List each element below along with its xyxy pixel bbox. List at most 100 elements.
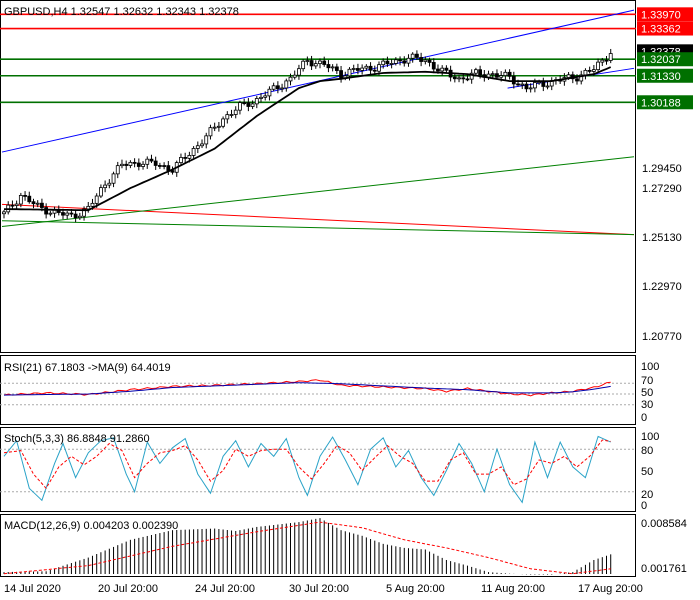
candle-body [99,187,103,197]
stoch-tick-label: 0 [641,500,647,512]
price-tick-label: 1.29450 [642,163,682,175]
candle-body [591,69,596,72]
price-label-box [637,95,693,110]
candle [372,65,377,74]
candle [305,56,310,66]
candle [170,166,175,175]
candle [145,156,150,169]
candle-body [566,74,571,78]
candle-body [271,85,276,90]
rsi-tick-label: 100 [641,361,659,373]
rsi-tick-label: 50 [641,387,653,399]
candle [579,70,584,85]
candle-body [368,65,373,71]
candle [364,64,369,71]
candle [141,161,145,170]
candle [524,80,529,93]
price-panel[interactable] [0,0,636,353]
x-tick-label: 20 Jul 20:00 [98,583,158,595]
candle-body [541,81,546,87]
rsi-panel[interactable] [0,355,636,425]
candle-body [10,204,15,207]
candle [326,60,331,73]
candle-body [170,170,175,173]
moving-average-line [4,66,612,212]
candle [48,210,53,217]
candle-body [120,163,124,167]
candle [297,64,301,80]
candle-body [511,75,516,85]
macd-panel[interactable] [0,514,636,577]
candle-body [410,53,415,59]
candle [120,159,124,169]
macd-tick-label: 0.008584 [641,518,687,530]
candle-body [436,68,440,72]
candle-body [393,59,398,64]
candle-body [330,66,335,69]
candle-body [216,125,221,128]
candle-body [132,161,137,164]
candle-body [499,75,504,78]
candle-body [238,102,242,111]
candle [233,106,238,119]
candle-body [334,66,339,71]
candle-body [465,78,470,81]
candle [18,192,23,208]
candle-body [351,68,356,70]
candle-body [275,85,280,90]
candle-body [18,195,23,205]
candle [103,180,108,193]
candle [111,171,116,188]
candle-body [27,195,32,203]
candle-body [587,69,592,72]
candle-body [507,71,512,77]
price-label: 1.33970 [641,9,681,21]
candle [44,203,49,219]
candle-body [457,77,461,80]
candle [457,75,461,83]
candle-body [520,83,525,86]
candle [212,122,217,132]
candle-body [440,67,445,72]
candle-body [301,60,306,70]
candle-body [200,143,204,147]
candle-body [82,208,86,217]
candle-body [2,211,6,215]
candle-body [259,96,263,99]
candle-body [292,74,297,78]
candle [14,200,19,210]
candle [225,111,230,124]
stoch-signal-line [3,439,611,490]
candle-body [61,212,65,216]
candle [528,83,533,93]
candle-body [124,163,129,166]
candle-body [179,157,183,164]
candle [431,58,436,74]
x-tick-label: 17 Aug 20:00 [578,583,643,595]
candle-body [187,155,192,159]
candle-body [162,165,167,167]
candle-body [242,102,247,104]
candle [31,198,36,209]
candle-body [305,60,310,62]
candle-body [297,68,301,76]
candle [410,52,415,63]
candle-body [596,61,600,71]
candle-body [40,202,44,208]
candle-body [473,69,478,74]
x-tick-label: 5 Aug 20:00 [386,583,445,595]
candle-body [406,57,411,64]
candle [381,58,386,69]
candle [318,58,322,69]
price-label: 1.30188 [641,97,681,109]
stoch-header: Stoch(5,3,3) 86.8848 91.2860 [4,433,150,445]
candle-body [377,64,381,72]
candle [419,52,424,67]
candle [389,59,394,69]
candle [301,59,306,72]
candle [495,69,499,80]
candle [275,81,280,94]
candle [229,109,234,118]
candle-body [14,203,19,206]
